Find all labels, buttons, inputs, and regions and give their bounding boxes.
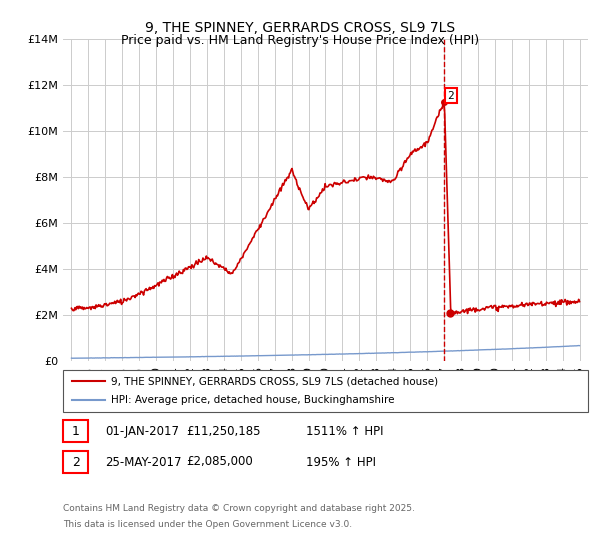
Text: HPI: Average price, detached house, Buckinghamshire: HPI: Average price, detached house, Buck… — [111, 395, 395, 405]
Text: 1: 1 — [71, 424, 80, 438]
Text: 01-JAN-2017: 01-JAN-2017 — [105, 424, 179, 438]
Text: This data is licensed under the Open Government Licence v3.0.: This data is licensed under the Open Gov… — [63, 520, 352, 529]
Text: £2,085,000: £2,085,000 — [186, 455, 253, 469]
Text: Price paid vs. HM Land Registry's House Price Index (HPI): Price paid vs. HM Land Registry's House … — [121, 34, 479, 46]
Text: Contains HM Land Registry data © Crown copyright and database right 2025.: Contains HM Land Registry data © Crown c… — [63, 504, 415, 513]
Text: 195% ↑ HPI: 195% ↑ HPI — [306, 455, 376, 469]
Text: £11,250,185: £11,250,185 — [186, 424, 260, 438]
Text: 25-MAY-2017: 25-MAY-2017 — [105, 455, 182, 469]
Text: 9, THE SPINNEY, GERRARDS CROSS, SL9 7LS (detached house): 9, THE SPINNEY, GERRARDS CROSS, SL9 7LS … — [111, 376, 438, 386]
Text: 2: 2 — [71, 455, 80, 469]
Text: 2: 2 — [448, 91, 454, 101]
Text: 1511% ↑ HPI: 1511% ↑ HPI — [306, 424, 383, 438]
Text: 9, THE SPINNEY, GERRARDS CROSS, SL9 7LS: 9, THE SPINNEY, GERRARDS CROSS, SL9 7LS — [145, 21, 455, 35]
